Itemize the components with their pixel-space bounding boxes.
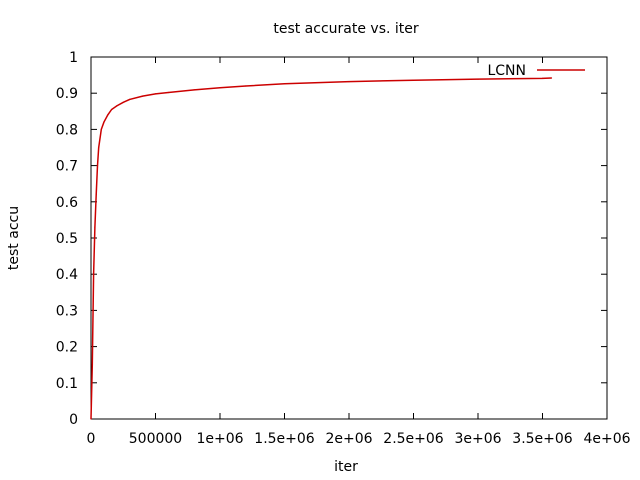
data-point: [412, 79, 415, 81]
data-point: [90, 418, 92, 420]
y-tick-label: 0.6: [56, 195, 78, 211]
x-tick-label: 1e+06: [196, 431, 243, 447]
y-tick-label: 0.2: [56, 340, 78, 356]
data-point: [142, 95, 144, 97]
y-tick-label: 0.1: [56, 376, 78, 392]
legend-label-lcnn: LCNN: [487, 63, 526, 79]
data-point: [100, 128, 102, 130]
data-point: [541, 77, 544, 79]
x-tick-label: 2.5e+06: [383, 431, 444, 447]
plot-frame: [90, 56, 608, 420]
x-tick-label: 1.5e+06: [254, 431, 315, 447]
data-point: [94, 226, 96, 228]
data-point: [193, 89, 195, 91]
legend: LCNN: [487, 63, 585, 79]
data-point: [348, 81, 350, 83]
data-point: [129, 98, 131, 100]
y-tick-label: 0.4: [56, 267, 78, 283]
data-point: [91, 364, 93, 366]
data-point: [107, 114, 109, 116]
x-axis-label: iter: [334, 459, 358, 475]
y-tick-label: 0: [69, 412, 78, 428]
y-tick-label: 0.9: [56, 86, 78, 102]
data-point: [116, 105, 118, 107]
chart-title: test accurate vs. iter: [273, 21, 419, 37]
x-tick-label: 2e+06: [325, 431, 372, 447]
data-point: [477, 78, 479, 80]
series-layer: [90, 77, 553, 420]
data-point: [122, 101, 124, 103]
y-tick-label: 0.7: [56, 159, 78, 175]
data-point: [219, 87, 221, 89]
data-point: [96, 165, 99, 167]
data-point: [550, 77, 553, 79]
x-axis: 0 500000 1e+06 1.5e+06 2e+06 2.5e+06 3e+06 3.5e…: [87, 57, 631, 447]
series-line-lcnn: [90, 77, 552, 420]
x-tick-label: 3.5e+06: [512, 431, 573, 447]
y-tick-label: 0.5: [56, 231, 78, 247]
x-tick-label: 0: [87, 431, 96, 447]
data-point: [98, 146, 100, 149]
y-axis: 0 0.1 0.2 0.3 0.4 0.5 0.6 0.7 0.8 0.9 1: [56, 50, 607, 428]
data-point: [95, 194, 97, 196]
data-point: [167, 91, 169, 94]
y-tick-label: 1: [69, 50, 78, 66]
y-tick-label: 0.3: [56, 303, 78, 319]
y-axis-label: test accu: [6, 206, 22, 270]
data-point: [154, 93, 157, 95]
x-tick-label: 500000: [129, 431, 182, 447]
data-point: [103, 121, 105, 123]
x-tick-label: 3e+06: [454, 431, 501, 447]
data-point: [93, 273, 95, 275]
x-tick-label: 4e+06: [583, 431, 630, 447]
y-tick-label: 0.8: [56, 122, 78, 138]
data-point: [111, 108, 113, 111]
data-point: [245, 85, 247, 87]
data-point: [283, 83, 286, 85]
